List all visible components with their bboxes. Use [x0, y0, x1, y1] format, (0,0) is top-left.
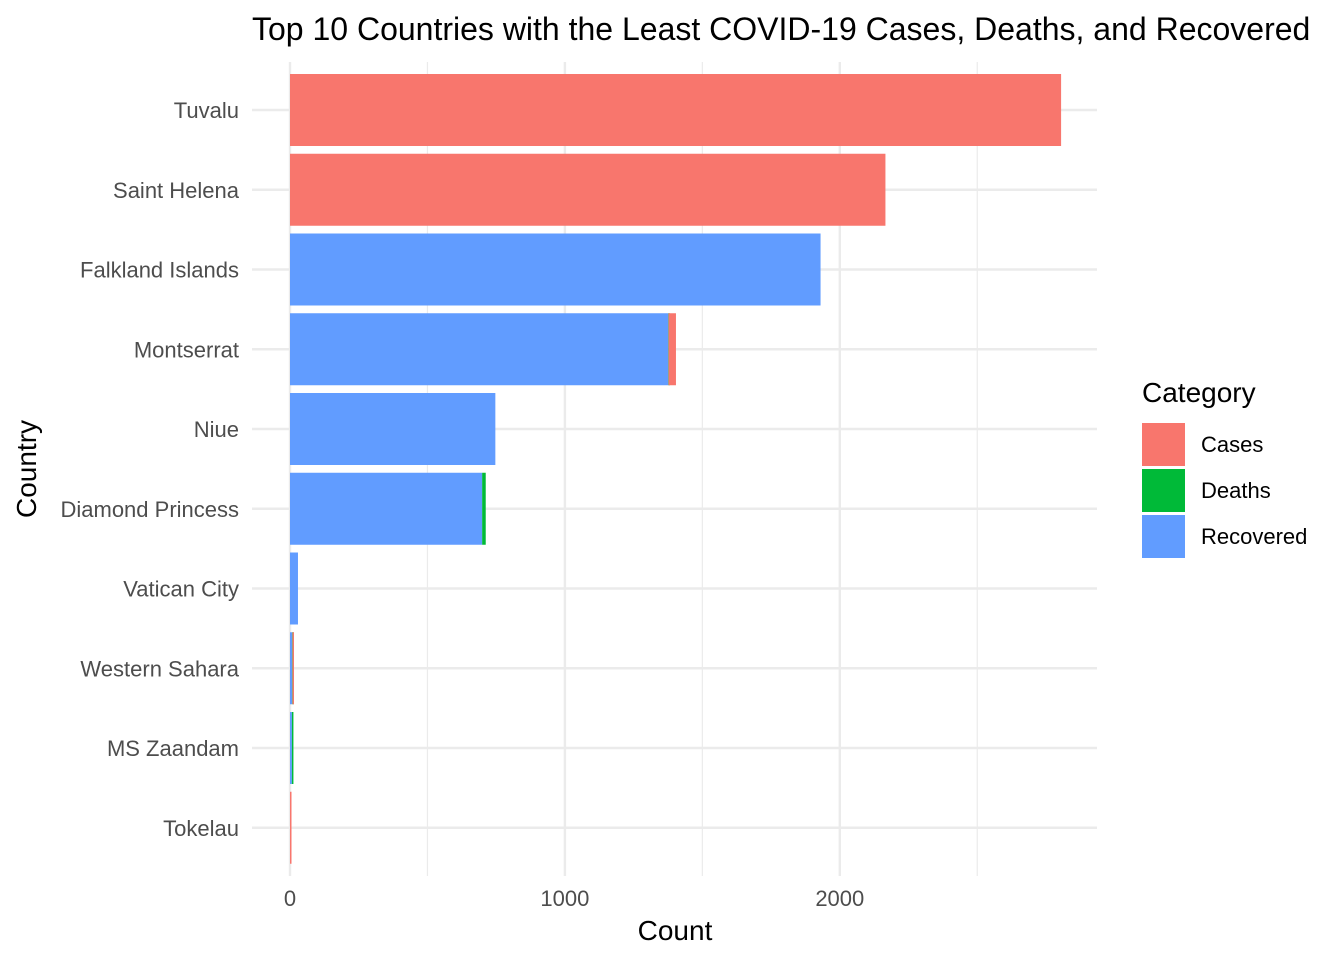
- legend-swatch-deaths: [1142, 469, 1185, 512]
- chart-title: Top 10 Countries with the Least COVID-19…: [252, 11, 1310, 47]
- x-tick-label: 0: [284, 886, 296, 911]
- bar-recovered-montserrat: [290, 313, 669, 386]
- bar-recovered-niue: [290, 393, 496, 465]
- legend-label-deaths: Deaths: [1201, 478, 1271, 503]
- bar-recovered-falkland-islands: [290, 233, 821, 306]
- y-tick-label: Diamond Princess: [60, 497, 239, 522]
- bar-deaths-ms-zaandam: [291, 712, 294, 784]
- legend-label-cases: Cases: [1201, 432, 1263, 457]
- legend-title: Category: [1142, 377, 1256, 408]
- y-tick-label: Saint Helena: [113, 178, 240, 203]
- bar-recovered-vatican-city: [290, 552, 298, 625]
- y-axis-tick-labels: Tuvalu Saint Helena Falkland Islands Montse…: [60, 98, 239, 841]
- y-axis-title: Country: [11, 420, 42, 518]
- legend-label-recovered: Recovered: [1201, 524, 1307, 549]
- legend: Category Cases Deaths Recovered: [1142, 377, 1307, 558]
- x-tick-label: 2000: [815, 886, 864, 911]
- y-tick-label: Montserrat: [134, 337, 239, 362]
- y-tick-label: MS Zaandam: [107, 736, 239, 761]
- bar-cases-saint-helena: [290, 153, 886, 226]
- bar-cases-western-sahara: [292, 632, 294, 705]
- legend-swatch-cases: [1142, 423, 1185, 466]
- bars: [290, 74, 1062, 864]
- bar-cases-montserrat: [668, 313, 676, 386]
- legend-swatch-recovered: [1142, 515, 1185, 558]
- y-tick-label: Vatican City: [123, 577, 239, 602]
- bar-cases-tuvalu: [290, 74, 1062, 146]
- x-tick-label: 1000: [540, 886, 589, 911]
- bar-recovered-western-sahara: [290, 632, 293, 705]
- y-tick-label: Western Sahara: [80, 656, 239, 681]
- y-tick-label: Falkland Islands: [80, 258, 239, 283]
- y-tick-label: Niue: [194, 417, 239, 442]
- bar-recovered-ms-zaandam: [290, 712, 292, 784]
- bar-cases-tokelau: [290, 791, 292, 864]
- y-tick-label: Tokelau: [163, 816, 239, 841]
- legend-items: Cases Deaths Recovered: [1142, 423, 1307, 558]
- bar-deaths-diamond-princess: [482, 472, 486, 545]
- y-tick-label: Tuvalu: [174, 98, 239, 123]
- x-axis-tick-labels: 0 1000 2000: [284, 886, 864, 911]
- bar-recovered-diamond-princess: [290, 472, 483, 545]
- x-axis-title: Count: [638, 915, 713, 946]
